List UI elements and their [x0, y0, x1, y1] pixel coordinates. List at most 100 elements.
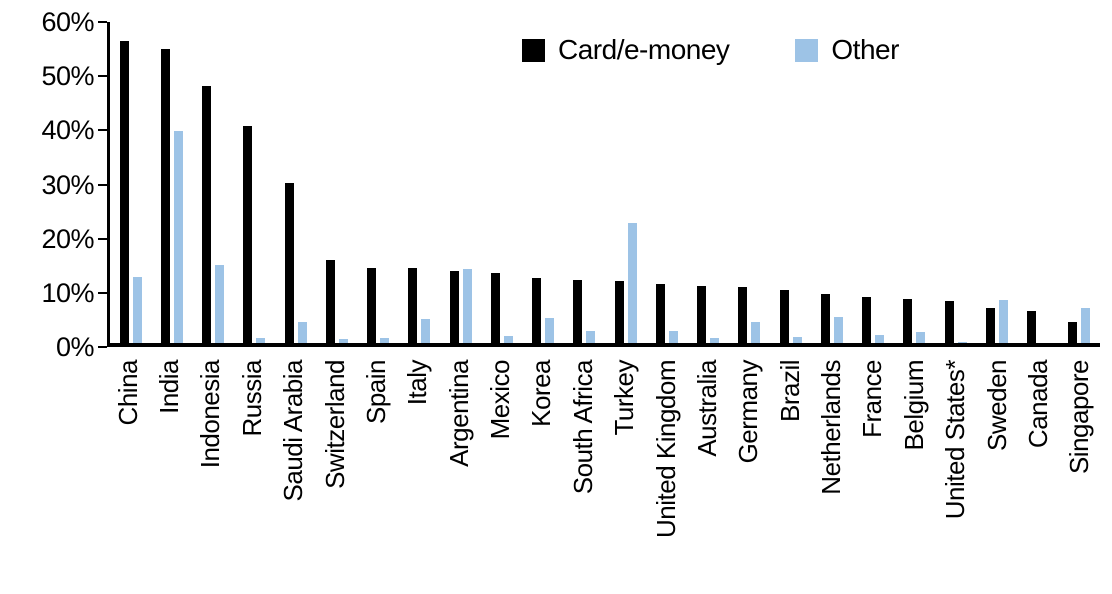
bar-other — [792, 336, 802, 343]
x-axis-label: France — [857, 360, 888, 438]
y-axis-label: 60% — [41, 7, 94, 37]
bar-other — [462, 268, 472, 343]
x-axis-label: Belgium — [898, 360, 929, 451]
bar-card-emoney — [944, 300, 954, 343]
bar-other — [668, 331, 678, 343]
bar-group — [894, 22, 935, 343]
x-axis-label: Switzerland — [319, 360, 350, 489]
bar-card-emoney — [903, 299, 913, 343]
legend: Card/e-money Other — [522, 34, 899, 66]
x-axis-label: Spain — [360, 360, 391, 424]
bar-other — [545, 317, 555, 343]
bar-card-emoney — [490, 273, 500, 343]
bar-group — [316, 22, 357, 343]
x-axis-label: Turkey — [609, 360, 640, 436]
bar-other — [833, 317, 843, 343]
bar-card-emoney — [779, 289, 789, 343]
bar-card-emoney — [284, 182, 294, 343]
y-axis-tick — [98, 291, 107, 294]
bar-card-emoney — [655, 284, 665, 343]
bar-group — [275, 22, 316, 343]
x-axis-label: United States* — [940, 360, 971, 520]
bar-group — [688, 22, 729, 343]
y-axis-label: 50% — [41, 61, 94, 92]
x-axis-label: Saudi Arabia — [278, 360, 309, 502]
y-axis-label: 10% — [41, 277, 94, 308]
bar-group — [1059, 22, 1100, 343]
x-axis-label: Argentina — [443, 360, 474, 467]
bar-group — [358, 22, 399, 343]
bar-group — [399, 22, 440, 343]
bar-card-emoney — [573, 280, 583, 343]
bar-card-emoney — [367, 268, 377, 343]
bar-group — [853, 22, 894, 343]
x-axis-label: Indonesia — [195, 360, 226, 469]
bar-other — [215, 265, 225, 343]
bar-other — [751, 321, 761, 343]
legend-item-card-emoney: Card/e-money — [522, 34, 730, 66]
bar-group — [234, 22, 275, 343]
x-axis-label: United Kingdom — [650, 360, 681, 538]
bar-group — [523, 22, 564, 343]
bar-card-emoney — [820, 293, 830, 343]
bar-other — [710, 337, 720, 343]
y-axis-tick — [98, 75, 107, 78]
bar-card-emoney — [862, 297, 872, 343]
bar-other — [998, 300, 1008, 343]
y-axis-tick — [98, 346, 107, 348]
legend-label-card-emoney: Card/e-money — [558, 34, 730, 65]
y-axis-tick — [98, 237, 107, 240]
bar-group — [481, 22, 522, 343]
x-axis-label: Sweden — [981, 360, 1012, 451]
x-axis-label: Brazil — [774, 360, 805, 423]
x-axis-label: China — [112, 360, 143, 426]
bar-group — [729, 22, 770, 343]
y-axis-tick — [98, 183, 107, 186]
x-axis-labels: China India Indonesia Russia Saudi Arabia Swi… — [107, 360, 1100, 594]
bar-other — [1081, 307, 1091, 343]
bar-card-emoney — [1068, 322, 1078, 343]
legend-swatch-other — [795, 38, 819, 62]
bar-group — [151, 22, 192, 343]
bar-other — [338, 338, 348, 343]
x-axis-label: India — [154, 360, 185, 414]
bar-other — [586, 330, 596, 343]
bar-other — [132, 277, 142, 343]
bar-group — [110, 22, 151, 343]
legend-item-other: Other — [795, 34, 899, 66]
bar-card-emoney — [985, 308, 995, 343]
bar-card-emoney — [738, 286, 748, 343]
bar-card-emoney — [614, 280, 624, 343]
bar-group — [811, 22, 852, 343]
bar-card-emoney — [697, 285, 707, 343]
x-axis-label: South Africa — [567, 360, 598, 495]
bar-other — [875, 334, 885, 343]
x-axis-label: Singapore — [1064, 360, 1095, 475]
bar-group — [935, 22, 976, 343]
bar-card-emoney — [1027, 311, 1037, 343]
bar-group — [770, 22, 811, 343]
bar-group — [440, 22, 481, 343]
bar-card-emoney — [532, 277, 542, 343]
bar-group — [193, 22, 234, 343]
bar-other — [421, 318, 431, 343]
bar-group — [605, 22, 646, 343]
y-axis-label: 30% — [41, 169, 94, 200]
bar-card-emoney — [325, 260, 335, 343]
bar-other — [957, 341, 967, 343]
bar-group — [976, 22, 1017, 343]
x-axis-label: Germany — [733, 360, 764, 464]
bar-group — [646, 22, 687, 343]
bar-other — [256, 337, 266, 343]
legend-label-other: Other — [831, 34, 899, 65]
bar-group — [564, 22, 605, 343]
x-axis-label: Mexico — [485, 360, 516, 440]
y-axis-label: 40% — [41, 115, 94, 146]
x-axis-label: Netherlands — [816, 360, 847, 495]
bar-card-emoney — [119, 40, 129, 343]
bar-other — [173, 130, 183, 343]
bar-other — [503, 336, 513, 343]
bar-other — [297, 321, 307, 343]
x-axis-label: Canada — [1022, 360, 1053, 449]
